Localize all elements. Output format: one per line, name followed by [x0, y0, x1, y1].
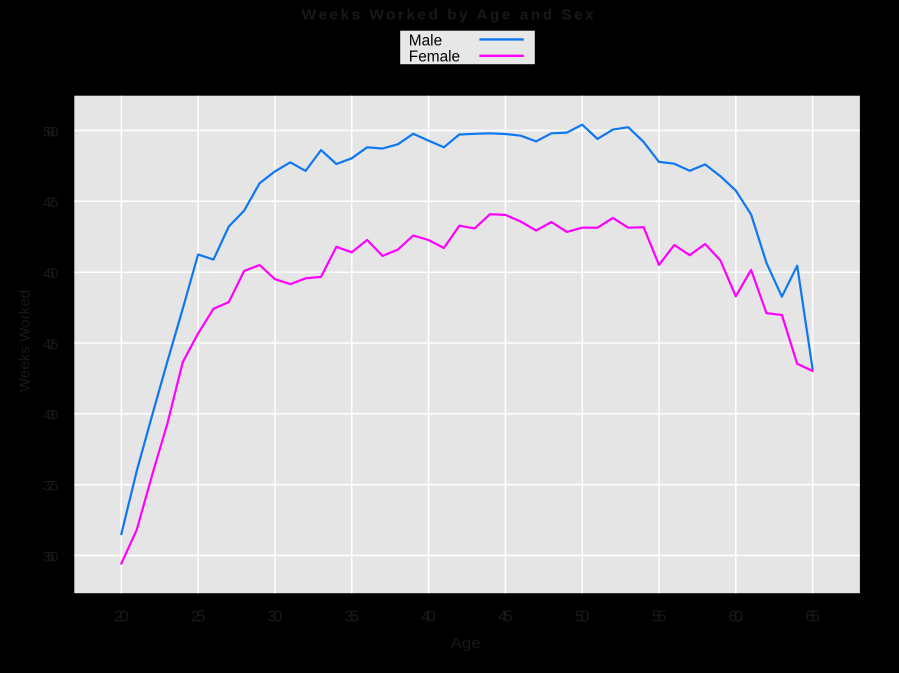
svg-text:Female: Female — [409, 48, 460, 65]
svg-text:50.0: 50.0 — [43, 123, 59, 139]
svg-text:40.0: 40.0 — [43, 407, 59, 423]
svg-text:42.5: 42.5 — [43, 336, 59, 352]
svg-text:20: 20 — [114, 608, 129, 625]
svg-text:Weeks Worked: Weeks Worked — [17, 290, 34, 392]
svg-text:37.5: 37.5 — [43, 478, 59, 494]
svg-text:30: 30 — [268, 608, 283, 625]
svg-text:35.0: 35.0 — [43, 548, 59, 564]
svg-text:60: 60 — [729, 608, 744, 625]
svg-text:47.5: 47.5 — [43, 194, 59, 210]
svg-text:45: 45 — [498, 608, 513, 625]
svg-text:25: 25 — [191, 608, 206, 625]
svg-text:Age: Age — [451, 635, 481, 652]
svg-text:55: 55 — [652, 608, 667, 625]
svg-text:Male: Male — [409, 33, 442, 50]
svg-text:50: 50 — [575, 608, 590, 625]
svg-text:35: 35 — [344, 608, 359, 625]
svg-text:65: 65 — [805, 608, 820, 625]
svg-text:Weeks Worked by Age and Sex: Weeks Worked by Age and Sex — [302, 7, 596, 24]
svg-text:40: 40 — [421, 608, 436, 625]
svg-text:45.0: 45.0 — [43, 265, 59, 281]
